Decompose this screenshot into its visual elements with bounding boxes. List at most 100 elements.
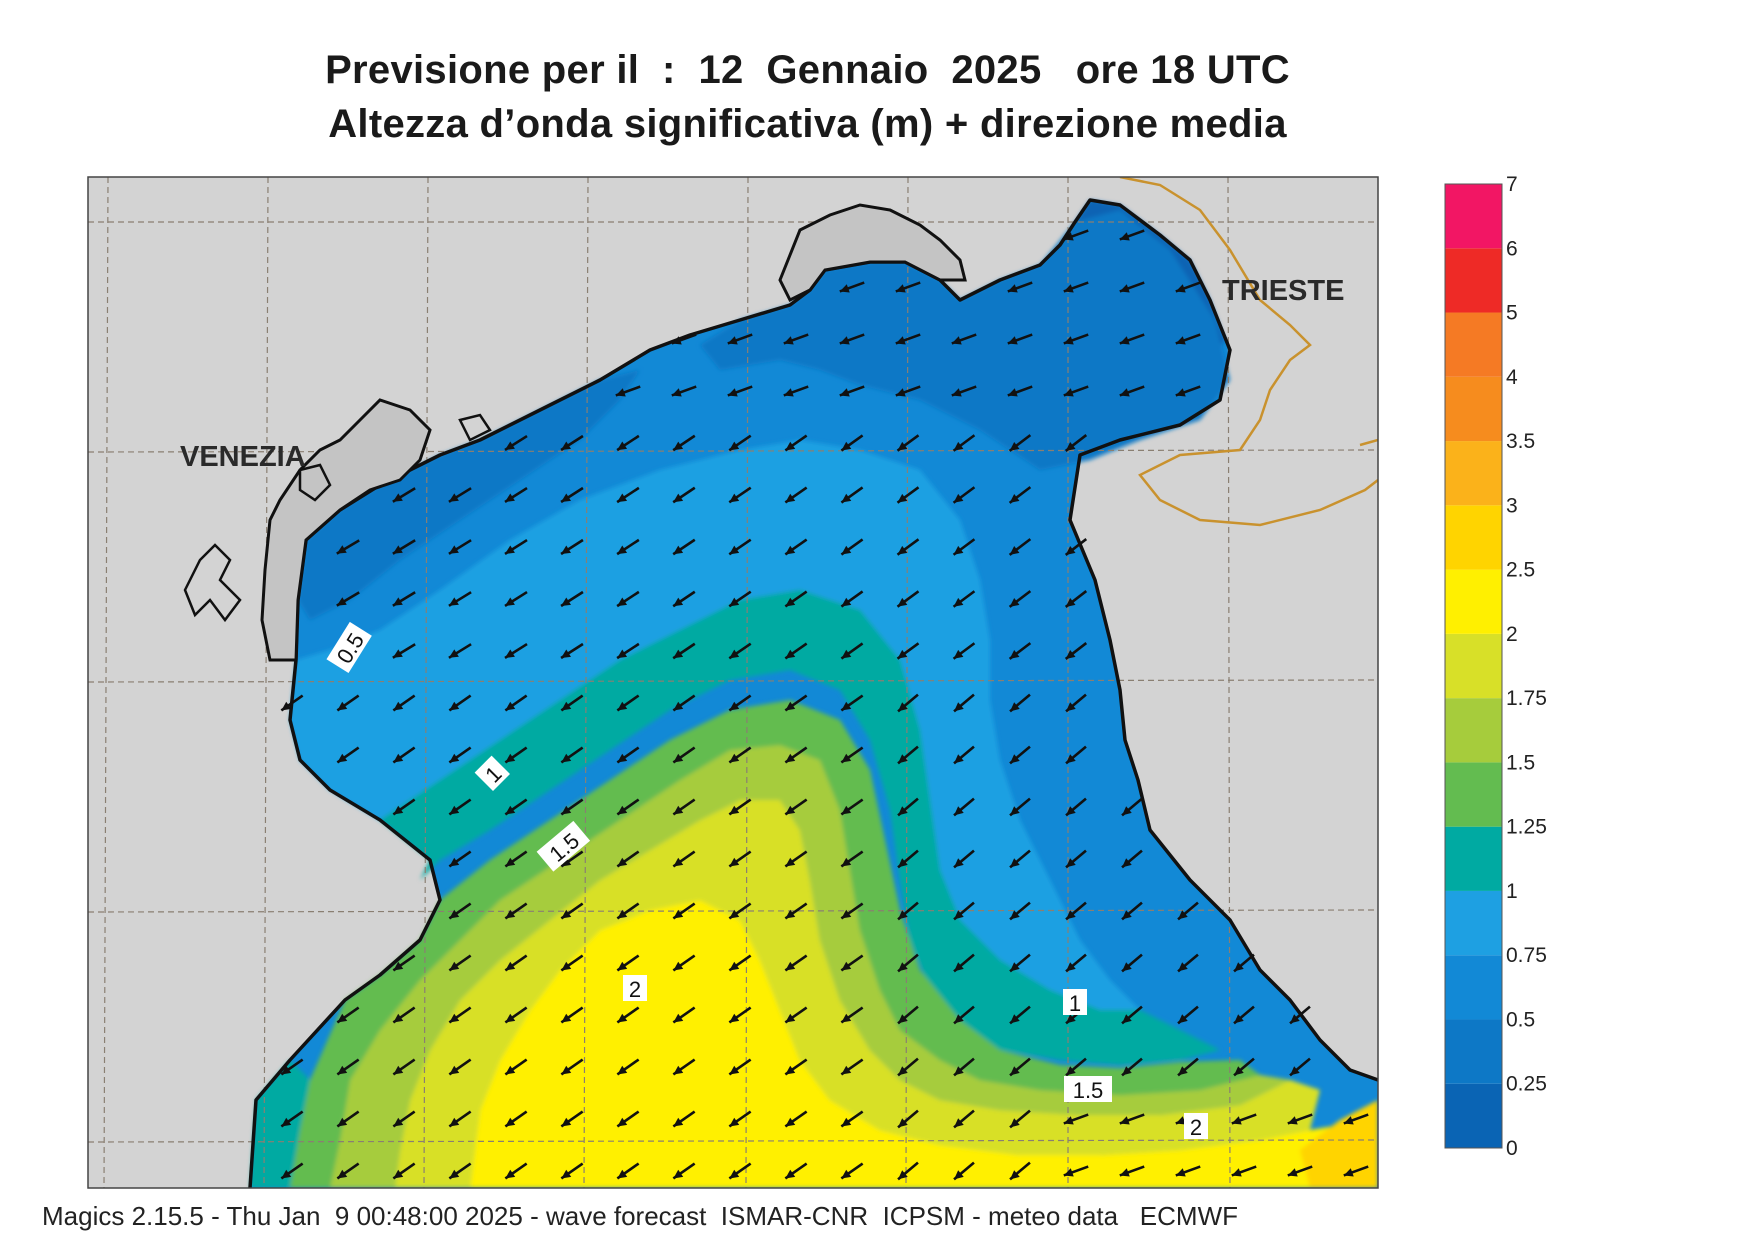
wave-direction-arrow [392,1058,416,1076]
wave-direction-arrow [1289,1057,1311,1077]
title-line-2: Altezza d’onda significativa (m) + direz… [328,102,1287,146]
wave-direction-arrow [1063,1165,1089,1177]
legend-swatch [1445,890,1502,956]
wave-direction-arrow [616,642,640,660]
legend-swatch [1445,762,1502,827]
legend-tick-label: 0 [1506,1137,1518,1160]
wave-direction-arrow [1119,385,1145,397]
wave-direction-arrow [728,1110,752,1128]
wave-direction-arrow [840,902,864,920]
wave-direction-arrow [1007,385,1033,397]
wave-direction-arrow [840,590,864,608]
wave-direction-arrow [280,1162,304,1180]
wave-direction-arrow [336,539,360,555]
wave-direction-arrow [1121,1005,1143,1025]
wave-direction-arrow [560,642,584,660]
wave-direction-arrow [1065,797,1087,817]
wave-direction-arrow [672,1162,696,1180]
wave-direction-arrow [1175,1165,1201,1177]
wave-direction-arrow [672,1058,696,1076]
wave-direction-arrow [504,1110,528,1128]
wave-direction-arrow [672,1006,696,1024]
wave-direction-arrow [1009,693,1031,713]
wave-direction-arrow [728,538,752,556]
wave-direction-arrow [1009,1109,1031,1129]
wave-direction-arrow [1175,333,1201,345]
wave-direction-arrow [953,953,975,973]
legend-swatch [1445,569,1502,634]
wave-direction-arrow [897,849,919,869]
coastline [294,198,1378,1082]
wave-direction-arrow [392,487,416,503]
wave-direction-arrow [1063,333,1089,345]
wave-direction-arrow [728,1058,752,1076]
venice-lagoon [260,398,432,662]
wave-direction-arrow [952,486,976,504]
wave-direction-arrow [280,694,304,712]
wave-direction-arrow [560,1006,584,1024]
legend-tick-label: 1.75 [1506,687,1547,710]
wave-direction-arrow [897,1109,919,1129]
wave-direction-arrow [336,1006,360,1024]
wave-direction-arrow [896,434,920,452]
wave-direction-arrow [728,850,752,868]
wave-direction-arrow [1063,1113,1089,1125]
legend-swatch [1445,1019,1502,1084]
wave-direction-arrow [1008,538,1032,556]
legend-swatch [1445,633,1502,699]
wave-direction-arrow [783,333,809,345]
svg-text:1.5: 1.5 [1073,1078,1104,1103]
legend-tick-label: 0.5 [1506,1008,1535,1031]
wave-direction-arrow [671,333,697,345]
wave-direction-arrow [1065,693,1087,713]
wave-direction-arrow [1008,434,1032,452]
wave-direction-arrow [897,953,919,973]
wave-direction-arrow [1121,1057,1143,1077]
wave-direction-arrow [953,1057,975,1077]
wave-direction-arrow [840,746,864,764]
wave-direction-arrow [727,385,753,397]
wave-direction-arrow [953,1005,975,1025]
wave-direction-arrow [448,1006,472,1024]
wave-direction-arrow [616,798,640,816]
wave-direction-arrow [616,902,640,920]
wave-direction-arrow [560,486,584,504]
wave-direction-arrow [897,901,919,921]
wave-direction-arrow [616,538,640,556]
map-content [88,177,1378,1188]
wave-direction-arrow [1119,333,1145,345]
wave-direction-arrow [1065,745,1087,765]
wave-direction-arrow [1231,1165,1257,1177]
wave-direction-arrow [672,850,696,868]
wave-direction-arrow [728,434,752,452]
band-2.5-3 [1300,1100,1378,1188]
wave-direction-arrow [448,798,472,816]
wave-direction-arrow [616,1058,640,1076]
national-border [1119,177,1378,527]
wave-direction-arrow [784,538,808,556]
wave-direction-arrow [840,538,864,556]
band-1.75-2 [395,800,1320,1188]
wave-direction-arrow [1009,953,1031,973]
wave-direction-arrow [784,1006,808,1024]
wave-direction-arrow [840,1110,864,1128]
svg-text:2: 2 [1190,1115,1202,1140]
wave-direction-arrow [672,642,696,660]
wave-direction-arrow [672,902,696,920]
label-trieste: TRIESTE [1222,275,1344,307]
label-venezia: VENEZIA [180,441,306,473]
wave-direction-arrow [1009,1057,1031,1077]
wave-direction-arrow [1175,281,1201,293]
wave-direction-arrow [784,1110,808,1128]
wave-direction-arrow [392,1006,416,1024]
wave-direction-arrow [504,434,528,452]
lagoon-islands-3 [458,413,492,442]
legend-tick-label: 4 [1506,366,1518,389]
map-frame [87,176,1379,1189]
legend-tick-label: 6 [1506,237,1518,260]
wave-direction-arrow [951,333,977,345]
lagoon-islands-1 [183,543,242,623]
wave-direction-arrow [839,333,865,345]
wave-direction-arrow [784,434,808,452]
wave-direction-arrow [952,538,976,556]
